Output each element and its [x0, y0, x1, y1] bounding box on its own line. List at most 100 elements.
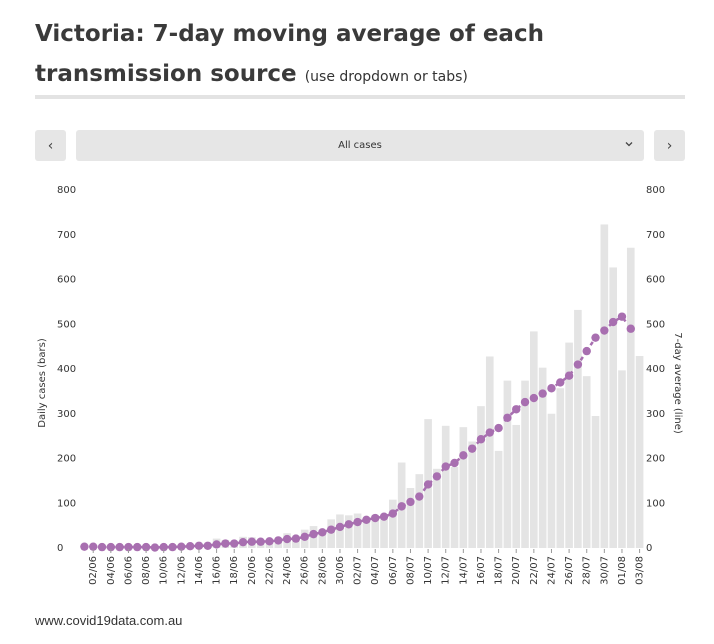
bar-11/07: [433, 468, 441, 548]
x-tick-label: 30/07: [599, 556, 610, 585]
cases-chart: 0 100 200 300 400 500 600 700 800 0 100 200 300 400 5…: [37, 185, 683, 585]
y-tick-label-right: 500: [646, 319, 665, 330]
avg-point-06/06: [124, 542, 133, 552]
y-tick-label-right: 200: [646, 454, 665, 465]
x-tick-label: 10/07: [423, 556, 434, 585]
avg-point-02/06: [89, 542, 98, 551]
bar-15/07: [468, 441, 476, 548]
y-tick-label-right: 300: [646, 409, 665, 420]
bar-24/07: [547, 413, 556, 548]
avg-point-27/07: [573, 360, 583, 369]
avg-point-01/06: [80, 542, 89, 551]
y-tick-label-left: 700: [57, 230, 76, 241]
avg-point-13/06: [185, 542, 195, 551]
avg-point-25/06: [291, 534, 301, 543]
avg-point-02/07: [353, 517, 362, 527]
bar-31/07: [609, 267, 617, 548]
x-tick-label: 01/08: [617, 556, 628, 585]
avg-point-29/06: [326, 525, 336, 534]
x-tick-label: 20/07: [511, 556, 522, 585]
x-axis: 02/06 04/06 06/06 08/06 10/06 12/06 14/06 16/06…: [88, 549, 646, 585]
avg-point-16/06: [212, 540, 221, 549]
bar-25/07: [556, 388, 565, 548]
seven-day-average-points: [80, 312, 635, 552]
y-tick-label-right: 600: [646, 275, 665, 286]
x-tick-label: 30/06: [335, 556, 346, 585]
y-tick-label-right: 800: [646, 185, 665, 196]
x-tick-label: 26/07: [564, 556, 575, 585]
avg-point-10/07: [423, 480, 433, 489]
avg-point-29/07: [591, 333, 600, 342]
bar-25/06: [292, 539, 300, 548]
bar-17/07: [485, 356, 494, 548]
bar-01/08: [618, 370, 626, 548]
bar-13/07: [450, 467, 459, 548]
avg-point-26/06: [300, 532, 309, 542]
avg-point-23/07: [538, 389, 547, 398]
avg-point-21/06: [256, 537, 265, 546]
x-tick-label: 18/06: [229, 556, 240, 585]
avg-point-15/06: [203, 541, 212, 550]
bar-19/07: [503, 380, 512, 548]
bar-08/07: [406, 488, 415, 548]
bar-12/07: [441, 425, 450, 548]
y-tick-label-right: 400: [646, 364, 665, 375]
source-link[interactable]: www.covid19data.com.au: [35, 613, 183, 628]
x-tick-label: 10/06: [159, 556, 170, 585]
bar-23/07: [538, 367, 547, 548]
x-tick-label: 12/06: [176, 556, 187, 585]
x-tick-label: 24/06: [282, 556, 293, 585]
x-tick-label: 24/07: [546, 556, 557, 585]
avg-point-14/06: [194, 541, 204, 550]
x-tick-label: 08/06: [141, 556, 152, 585]
avg-point-21/07: [520, 397, 530, 407]
bar-14/07: [459, 427, 468, 548]
avg-point-28/06: [318, 528, 327, 537]
avg-point-20/07: [512, 405, 521, 414]
bar-26/07: [565, 342, 573, 548]
avg-point-15/07: [467, 444, 477, 453]
bar-20/07: [512, 424, 521, 548]
y-tick-label-left: 200: [57, 454, 76, 465]
y-tick-label-right: 700: [646, 230, 665, 241]
avg-point-16/07: [476, 435, 486, 444]
y-tick-label-left: 300: [57, 409, 76, 420]
avg-point-11/07: [432, 472, 442, 481]
avg-point-18/06: [230, 539, 239, 548]
x-tick-label: 28/07: [582, 556, 593, 585]
title-subtitle: (use dropdown or tabs): [304, 69, 468, 85]
avg-point-07/06: [133, 542, 142, 552]
transmission-source-dropdown[interactable]: All cases: [76, 130, 644, 161]
x-tick-label: 08/07: [405, 556, 416, 585]
bar-27/07: [574, 309, 582, 548]
chevron-right-icon: ›: [666, 137, 673, 154]
avg-point-06/07: [388, 509, 398, 518]
avg-point-18/07: [494, 423, 503, 433]
bar-21/07: [521, 380, 529, 548]
y-tick-label-left: 100: [57, 498, 76, 509]
right-axis: 0 100 200 300 400 500 600 700 800: [646, 185, 665, 554]
avg-point-20/06: [247, 537, 257, 546]
left-axis: 0 100 200 300 400 500 600 700 800: [57, 185, 76, 554]
title-main: Victoria: 7-day moving average of each t…: [35, 21, 544, 87]
avg-point-05/06: [115, 542, 124, 552]
bar-28/06: [318, 529, 327, 548]
avg-point-03/07: [362, 515, 371, 525]
y-tick-label-left: 500: [57, 319, 76, 330]
x-tick-label: 22/06: [264, 556, 275, 585]
bar-03/08: [635, 356, 644, 548]
next-button[interactable]: ›: [654, 130, 685, 161]
bar-18/07: [494, 450, 503, 548]
avg-point-17/06: [221, 539, 230, 548]
bar-29/07: [591, 415, 600, 548]
y-tick-label-right: 0: [646, 543, 652, 554]
bar-16/07: [477, 406, 485, 548]
avg-point-22/06: [265, 537, 274, 546]
avg-point-17/07: [485, 428, 494, 437]
prev-button[interactable]: ‹: [35, 130, 66, 161]
bar-09/07: [415, 474, 424, 548]
avg-point-27/06: [309, 529, 318, 539]
x-tick-label: 03/08: [635, 556, 646, 585]
x-tick-label: 06/07: [388, 556, 399, 585]
x-tick-label: 12/07: [441, 556, 452, 585]
